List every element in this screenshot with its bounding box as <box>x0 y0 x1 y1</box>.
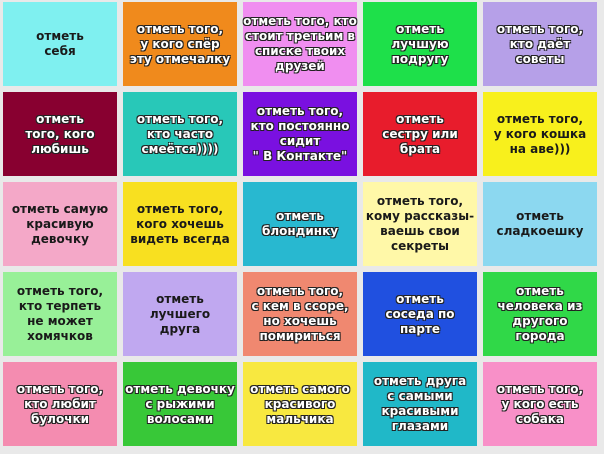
tile: отметь лучшего друга <box>123 272 237 356</box>
tile: отметь того, у кого спёр эту отмечалку <box>123 2 237 86</box>
tile-text: отметь самого красивого мальчика <box>250 381 350 426</box>
tile: отметь того, кому рассказы- ваешь свои с… <box>363 182 477 266</box>
tile-text: отметь друга с самыми красивыми глазами <box>373 374 467 433</box>
tile-text: отметь того, у кого кошка на аве))) <box>493 111 587 156</box>
tile: отметь того, у кого кошка на аве))) <box>483 92 597 176</box>
tile: отметь сладкоешку <box>483 182 597 266</box>
tile: отметь того, кто любит булочки <box>3 362 117 446</box>
tile-text: отметь того, кого хочешь видеть всегда <box>130 201 230 246</box>
tile: отметь девочку с рыжими волосами <box>123 362 237 446</box>
tile-text: отметь того, кто стоит третьим в списке … <box>243 14 357 73</box>
tile: отметь себя <box>3 2 117 86</box>
tile: отметь того, кто постоянно сидит " В Кон… <box>243 92 357 176</box>
tile: отметь блондинку <box>243 182 357 266</box>
tile: отметь того, кто даёт советы <box>483 2 597 86</box>
tile-text: отметь того, кому рассказы- ваешь свои с… <box>365 194 475 253</box>
tile: отметь лучшую подругу <box>363 2 477 86</box>
tile: отметь того, кого любишь <box>3 92 117 176</box>
tile-text: отметь того, кто терпеть не может хомячк… <box>16 284 104 343</box>
tile: отметь того, кто часто смеётся)))) <box>123 92 237 176</box>
tile: отметь того, кто стоит третьим в списке … <box>243 2 357 86</box>
tile: отметь того, кто терпеть не может хомячк… <box>3 272 117 356</box>
tile: отметь друга с самыми красивыми глазами <box>363 362 477 446</box>
tile-text: отметь девочку с рыжими волосами <box>125 381 235 426</box>
tile-text: отметь себя <box>36 29 84 58</box>
tile-text: отметь сладкоешку <box>496 209 584 238</box>
tile-text: отметь того, кто постоянно сидит " В Кон… <box>250 104 350 163</box>
tile: отметь самую красивую девочку <box>3 182 117 266</box>
tile-text: отметь соседа по парте <box>385 291 455 336</box>
tile: отметь того, у кого есть собака <box>483 362 597 446</box>
tile: отметь того, кого хочешь видеть всегда <box>123 182 237 266</box>
tile-text: отметь того, у кого есть собака <box>496 381 584 426</box>
tile: отметь человека из другого города <box>483 272 597 356</box>
tile-text: отметь того, кто часто смеётся)))) <box>136 111 224 156</box>
tile-text: отметь того, кто даёт советы <box>496 21 584 66</box>
tile: отметь того, с кем в ссоре, но хочешь по… <box>243 272 357 356</box>
tile-text: отметь самую красивую девочку <box>11 201 109 246</box>
tile-text: отметь сестру или брата <box>382 111 458 156</box>
tile-text: отметь лучшую подругу <box>391 21 449 66</box>
tile-text: отметь того, кто любит булочки <box>16 381 104 426</box>
tile-text: отметь человека из другого города <box>497 284 583 343</box>
tile: отметь сестру или брата <box>363 92 477 176</box>
tile-text: отметь лучшего друга <box>149 291 211 336</box>
tile-text: отметь блондинку <box>261 209 339 238</box>
tile: отметь самого красивого мальчика <box>243 362 357 446</box>
tile-text: отметь того, с кем в ссоре, но хочешь по… <box>251 284 349 343</box>
tile-text: отметь того, кого любишь <box>25 111 95 156</box>
tile: отметь соседа по парте <box>363 272 477 356</box>
tile-text: отметь того, у кого спёр эту отмечалку <box>129 21 231 66</box>
